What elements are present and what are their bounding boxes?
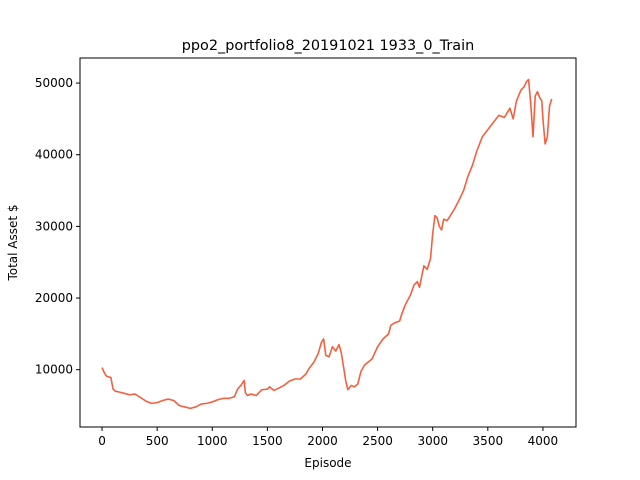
x-tick-label: 2500	[362, 434, 393, 448]
y-tick-label: 40000	[35, 148, 73, 162]
y-axis-label: Total Asset $	[6, 204, 20, 281]
plot-area	[80, 58, 576, 427]
x-tick-label: 1500	[252, 434, 283, 448]
x-tick-label: 0	[98, 434, 106, 448]
x-tick-label: 2000	[307, 434, 338, 448]
x-tick-label: 3000	[417, 434, 448, 448]
y-axis-ticks: 10000 20000 30000 40000 50000	[35, 76, 80, 377]
plot-frame	[79, 57, 577, 428]
series-line-total-asset	[101, 78, 553, 410]
chart-title: ppo2_portfolio8_20191021 1933_0_Train	[182, 38, 474, 54]
x-axis-label: Episode	[304, 456, 351, 470]
x-tick-label: 1000	[197, 434, 228, 448]
x-axis-ticks: 0 500 1000 1500 2000 2500 3000 3500 4000	[98, 427, 558, 448]
x-tick-label: 3500	[473, 434, 504, 448]
y-tick-label: 20000	[35, 291, 73, 305]
x-tick-label: 500	[146, 434, 169, 448]
y-tick-label: 50000	[35, 76, 73, 90]
plot-series-group	[101, 78, 553, 410]
x-tick-label: 4000	[528, 434, 559, 448]
y-tick-label: 30000	[35, 219, 73, 233]
y-tick-label: 10000	[35, 363, 73, 377]
